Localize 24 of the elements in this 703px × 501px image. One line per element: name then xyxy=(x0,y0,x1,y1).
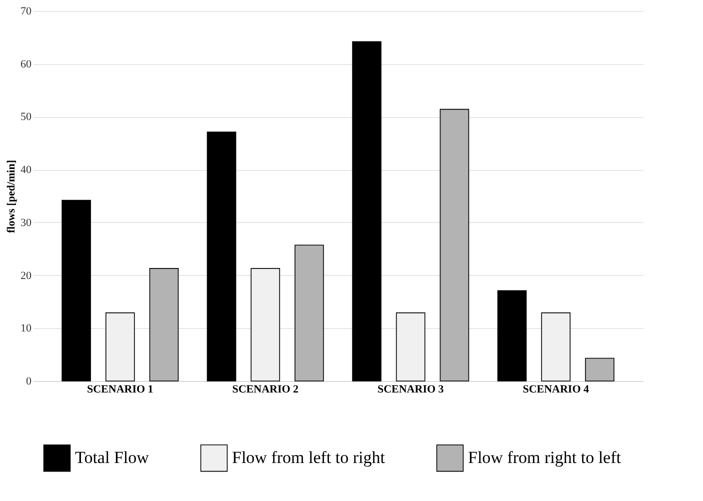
y-tick-label: 10 xyxy=(20,322,32,335)
y-axis-title: flows [ped/min] xyxy=(6,160,18,234)
x-tick-label: SCENARIO 3 xyxy=(377,384,444,396)
y-tick-label: 30 xyxy=(20,216,32,229)
x-tick-label: SCENARIO 1 xyxy=(86,384,154,396)
x-tick-label: SCENARIO 2 xyxy=(232,384,300,396)
legend-label: Total Flow xyxy=(75,448,150,468)
bar xyxy=(497,290,527,382)
bar xyxy=(294,244,324,382)
legend-label: Flow from left to right xyxy=(232,448,386,468)
y-tick-label: 20 xyxy=(20,270,32,282)
bar xyxy=(62,200,91,382)
bar xyxy=(585,358,614,382)
y-tick-label: 0 xyxy=(26,376,32,388)
bar xyxy=(206,132,236,382)
y-tick-label: 40 xyxy=(20,164,32,176)
y-tick-label: 70 xyxy=(20,6,32,18)
bar xyxy=(352,41,382,382)
y-tick-label: 50 xyxy=(20,111,32,124)
y-tick-label: 60 xyxy=(20,58,32,70)
legend-label: Flow from right to left xyxy=(468,448,622,468)
bar xyxy=(440,108,470,382)
bar xyxy=(149,268,179,382)
x-tick-label: SCENARIO 4 xyxy=(522,384,590,396)
